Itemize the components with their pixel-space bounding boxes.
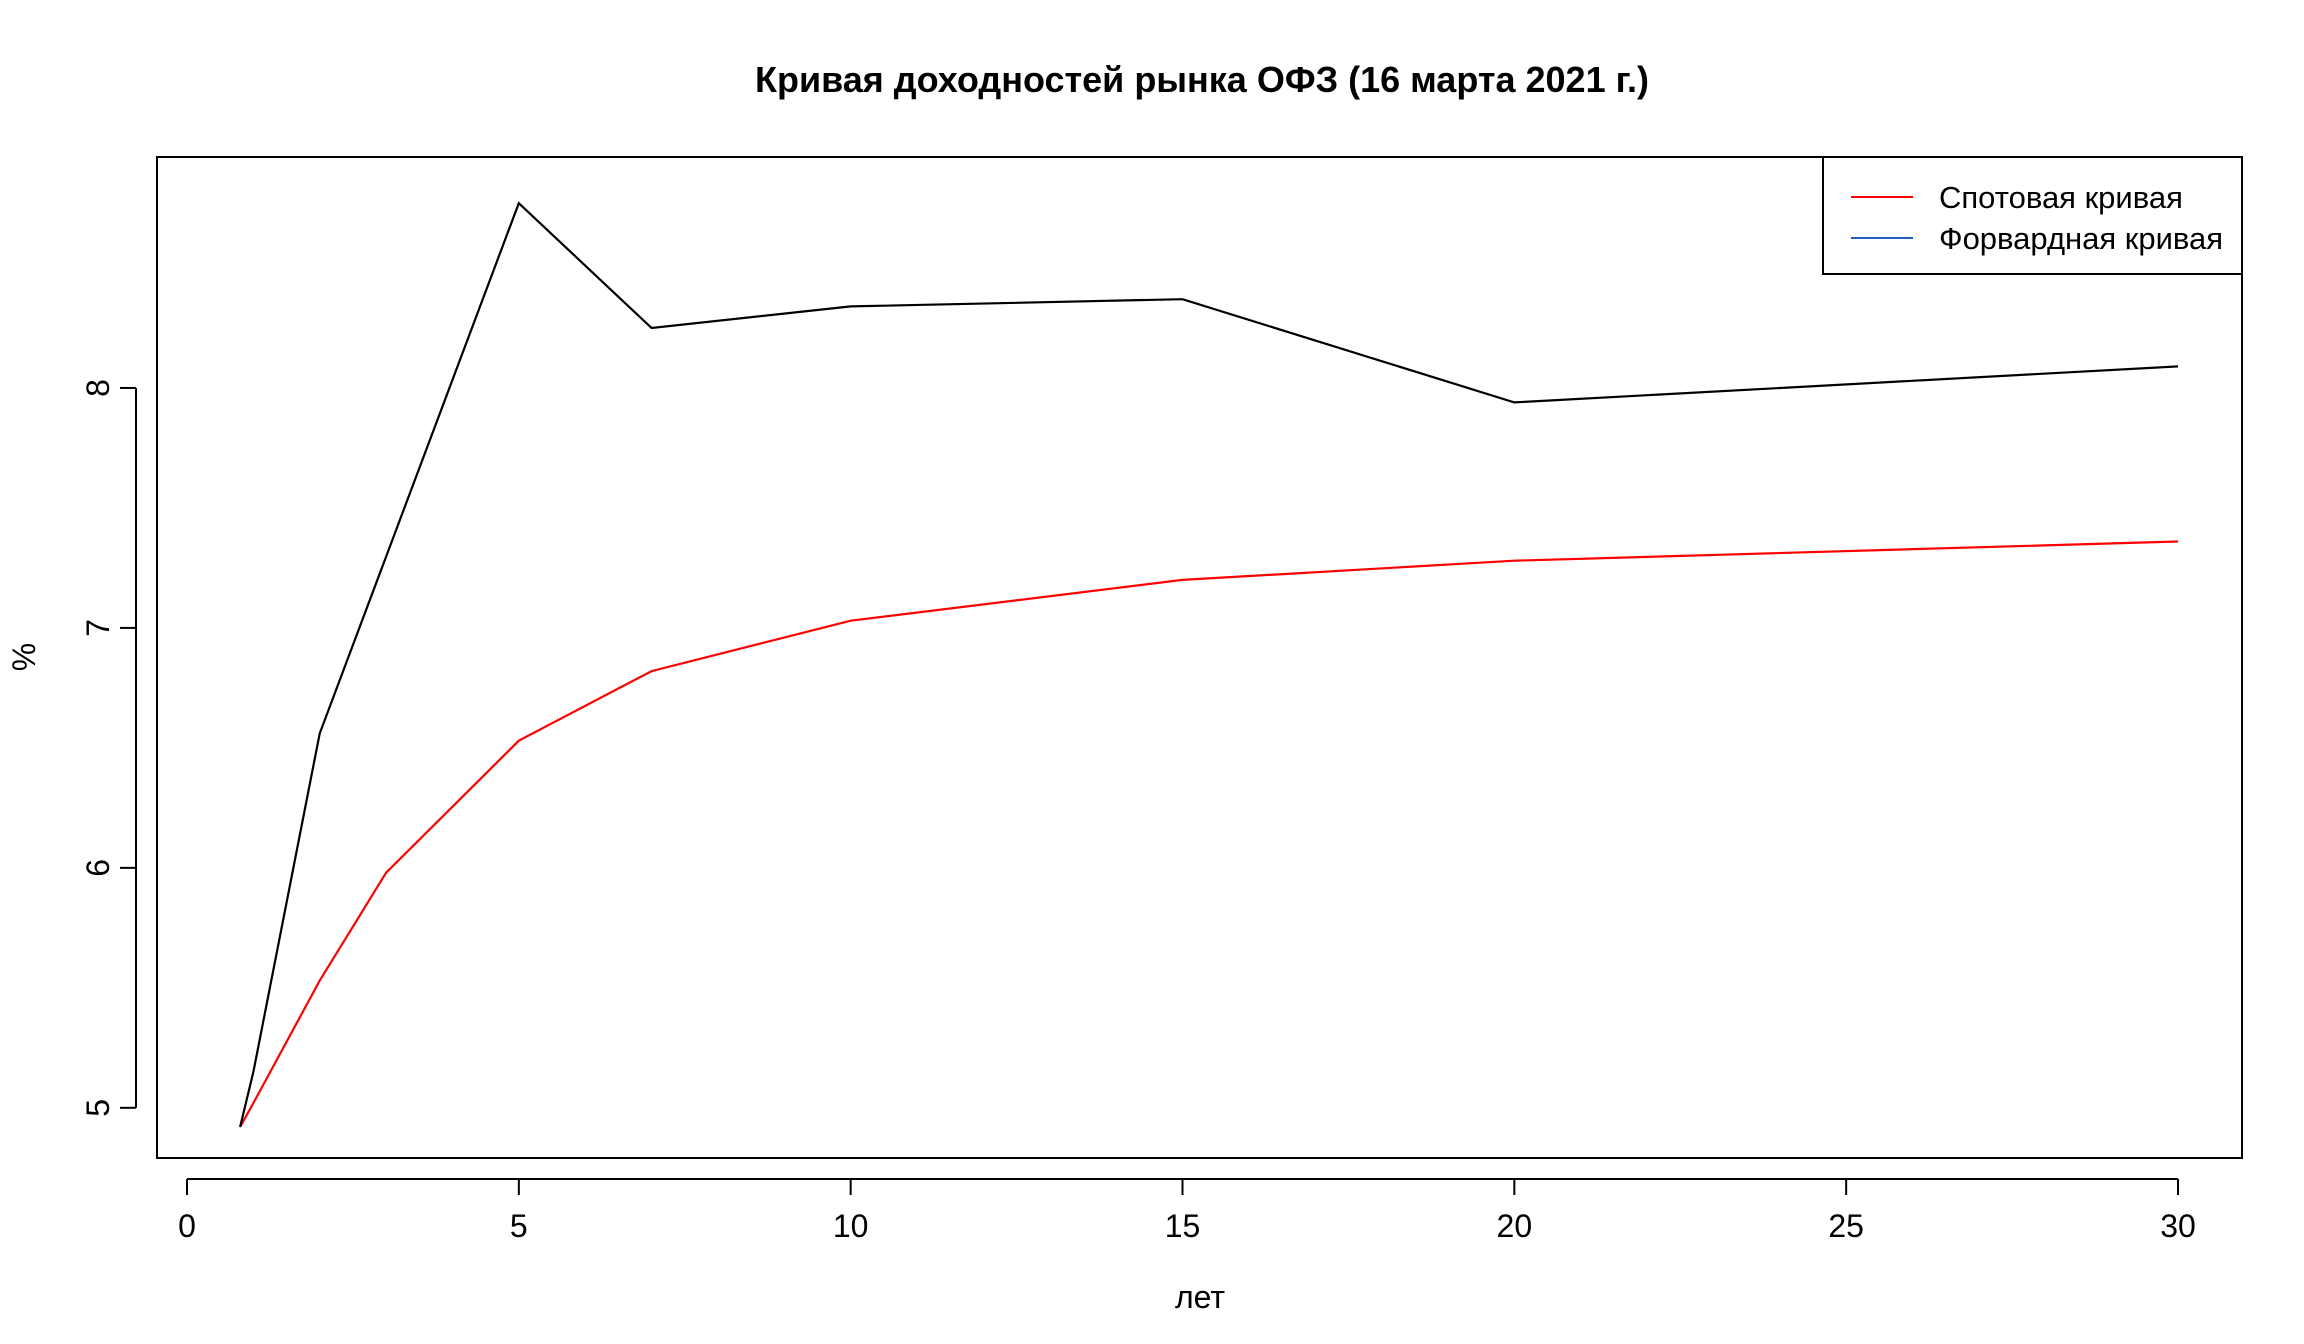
y-tick-label: 7 [80, 619, 116, 637]
legend-box [1822, 156, 2243, 275]
series-line-2 [239, 201, 2179, 1128]
legend-label-spot: Спотовая кривая [1939, 180, 2183, 215]
y-tick-label: 8 [80, 379, 116, 397]
x-tick-label: 25 [1828, 1208, 1864, 1244]
legend-label-forward: Форвардная кривая [1939, 221, 2223, 256]
y-axis-label: % [6, 643, 42, 671]
x-tick-label: 0 [178, 1208, 196, 1244]
series-line-0 [239, 540, 2179, 1128]
x-axis: 0 5 10 15 20 25 30 [178, 1178, 2196, 1244]
plot-frame [156, 156, 2243, 1159]
series-layer [239, 201, 2179, 1128]
chart-title: Кривая доходностей рынка ОФЗ (16 марта 2… [755, 59, 1649, 100]
x-tick-label: 10 [833, 1208, 869, 1244]
legend: Спотовая кривая Форвардная кривая [1822, 156, 2243, 275]
y-tick-label: 6 [80, 859, 116, 877]
x-tick-label: 30 [2160, 1208, 2196, 1244]
x-tick-label: 5 [510, 1208, 528, 1244]
x-tick-label: 20 [1497, 1208, 1533, 1244]
x-tick-label: 15 [1165, 1208, 1201, 1244]
y-axis: 5 6 7 8 [80, 379, 137, 1117]
x-axis-label: лет [1175, 1279, 1225, 1315]
y-tick-label: 5 [80, 1099, 116, 1117]
